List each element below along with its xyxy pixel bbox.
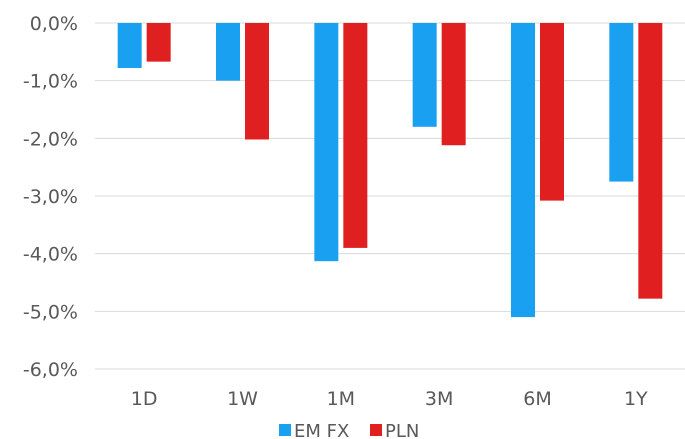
x-tick-label: 3M [425, 388, 453, 410]
y-tick-label: -3,0% [23, 186, 78, 208]
y-tick-label: -5,0% [23, 301, 78, 323]
bar-pln-6m [540, 23, 564, 201]
bar-pln-1m [343, 23, 368, 248]
legend-label-pln: PLN [385, 421, 419, 439]
bar-em-fx-3m [412, 23, 437, 127]
y-tick-label: 0,0% [30, 13, 78, 35]
x-axis-tick-labels: 1D 1W 1M 3M 6M 1Y [131, 388, 648, 410]
x-tick-label: 1W [227, 388, 258, 410]
x-tick-label: 1Y [624, 388, 648, 410]
bar-em-fx-6m [511, 23, 535, 318]
bar-em-fx-1d [117, 23, 142, 68]
bar-pln-1d [146, 23, 171, 62]
bar-em-fx-1y [609, 23, 634, 182]
bar-pln-3m [441, 23, 466, 146]
bar-em-fx-1w [216, 23, 240, 81]
bar-em-fx-1m [314, 23, 339, 262]
x-tick-label: 6M [523, 388, 551, 410]
bar-pln-1y [638, 23, 663, 299]
bar-pln-1w [245, 23, 269, 140]
legend: EM FX PLN [279, 421, 419, 439]
bars [117, 23, 663, 318]
y-tick-label: -6,0% [23, 359, 78, 381]
gridlines [95, 22, 685, 370]
y-tick-label: -1,0% [23, 71, 78, 93]
legend-swatch-pln [370, 424, 382, 436]
legend-label-em-fx: EM FX [294, 421, 349, 439]
x-tick-label: 1D [131, 388, 158, 410]
y-axis-tick-labels: 0,0% -1,0% -2,0% -3,0% -4,0% -5,0% -6,0% [23, 13, 78, 381]
legend-swatch-em-fx [279, 424, 291, 436]
y-tick-label: -2,0% [23, 128, 78, 150]
x-tick-label: 1M [327, 388, 355, 410]
y-tick-label: -4,0% [23, 244, 78, 266]
